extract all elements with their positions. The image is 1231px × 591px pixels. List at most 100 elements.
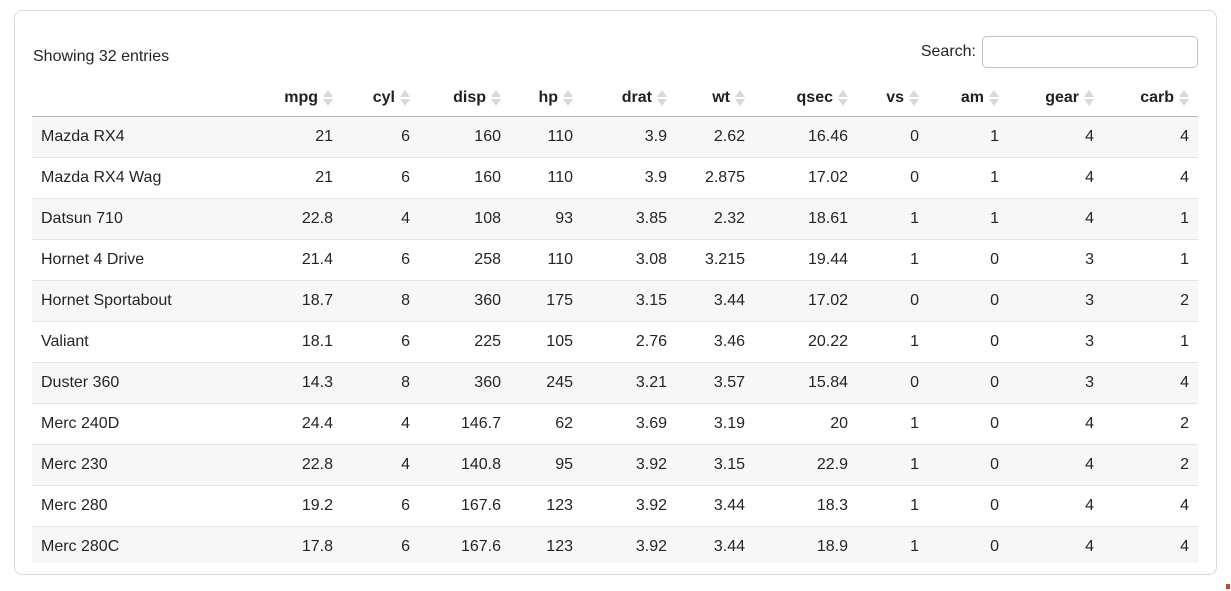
cell-disp: 225 [419,320,510,362]
cell-drat: 3.9 [644,127,667,145]
cell-cyl: 6 [401,127,410,145]
cell-mpg: 21.4 [272,238,342,280]
cell-name: Hornet Sportabout [32,279,272,321]
cell-disp: 140.8 [419,443,510,485]
sort-down-arrow-icon [1179,98,1189,106]
table-body: Mazda RX4 21 6 160 110 3.9 2.62 16.46 0 1 4 4 Mazda … [32,116,1198,563]
sort-up-arrow-icon [400,89,410,97]
cell-drat: 3.92 [582,484,676,526]
cell-wt: 3.19 [676,402,754,444]
cell-gear: 3 [1008,238,1103,280]
column-header-mpg[interactable]: mpg [272,80,342,117]
column-header-carb[interactable]: carb [1103,80,1198,117]
cell-am: 0 [928,238,1008,280]
cell-vs: 1 [857,443,928,485]
cell-hp: 123 [510,484,582,526]
cell-carb: 2 [1103,279,1198,321]
header-row: mpg cyl disp hp [32,80,1198,117]
table-row: Merc 240D 24.4 4 146.7 62 3.69 3.19 20 1 0 4 2 [32,402,1198,444]
cell-cyl: 8 [342,279,419,321]
cell-qsec: 17.02 [754,279,857,321]
cell-drat: 3.92 [582,443,676,485]
cell-name: Merc 280 [32,484,272,526]
column-header-wt[interactable]: wt [676,80,754,117]
column-header-vs[interactable]: vs [857,80,928,117]
sort-down-arrow-icon [491,98,501,106]
cell-drat: 3.69 [582,402,676,444]
cell-drat: 3.85 [582,197,676,239]
search-input[interactable] [982,36,1198,68]
cell-vs: 1 [857,484,928,526]
cell-cyl: 4 [342,443,419,485]
cell-carb: 4 [1103,156,1198,198]
cell-name: Mazda RX4 Wag [32,156,272,198]
cell-qsec: 18.3 [754,484,857,526]
cell-vs: 0 [857,279,928,321]
cell-mpg: 22.8 [272,443,342,485]
cell-vs: 1 [857,320,928,362]
cell-hp: 245 [510,361,582,403]
table-scroll-area[interactable]: mpg cyl disp hp [32,80,1198,563]
cell-am: 0 [928,402,1008,444]
cell-am: 1 [990,127,999,145]
cell-disp: 160 [419,156,510,198]
table-row: Hornet 4 Drive 21.4 6 258 110 3.08 3.215 19.44 1… [32,238,1198,280]
cell-am: 0 [928,361,1008,403]
cell-vs: 0 [910,127,919,145]
cell-qsec: 17.02 [754,156,857,198]
cell-disp: 108 [419,197,510,239]
cell-vs: 0 [857,361,928,403]
cell-cyl: 4 [342,402,419,444]
cell-carb: 1 [1103,197,1198,239]
cell-am: 1 [928,197,1008,239]
cell-carb: 4 [1103,525,1198,563]
cell-mpg: 21 [272,156,342,198]
sort-down-arrow-icon [989,98,999,106]
sort-up-arrow-icon [909,89,919,97]
cell-mpg: 18.7 [272,279,342,321]
column-header-disp[interactable]: disp [419,80,510,117]
column-header-gear[interactable]: gear [1008,80,1103,117]
sort-down-arrow-icon [838,98,848,106]
column-header-am[interactable]: am [928,80,1008,117]
cell-cyl: 6 [342,484,419,526]
column-header-cyl[interactable]: cyl [342,80,419,117]
cell-wt: 3.44 [676,525,754,563]
cell-gear: 4 [1008,197,1103,239]
cell-gear: 4 [1008,484,1103,526]
column-header-qsec[interactable]: qsec [754,80,857,117]
column-header-label: drat [621,88,652,106]
sort-icon [657,89,667,106]
cell-drat: 3.21 [582,361,676,403]
cell-gear: 3 [1008,279,1103,321]
column-header-label: vs [886,88,904,106]
cell-drat: 3.08 [582,238,676,280]
data-table-card: Showing 32 entries Search: mpg [14,10,1217,575]
cell-cyl: 6 [342,525,419,563]
column-header-label: mpg [284,88,318,106]
search-label: Search: [920,43,976,60]
sort-up-arrow-icon [657,89,667,97]
cell-am: 0 [928,484,1008,526]
column-header-drat[interactable]: drat [582,80,676,117]
cell-carb: 2 [1103,402,1198,444]
table-toolbar: Showing 32 entries Search: [15,11,1216,68]
cell-mpg: 19.2 [272,484,342,526]
cell-mpg: 22.8 [272,197,342,239]
cell-name: Merc 230 [32,443,272,485]
sort-icon [909,89,919,106]
sort-icon [735,89,745,106]
cell-cyl: 6 [342,320,419,362]
cell-qsec: 18.9 [754,525,857,563]
cell-hp: 95 [510,443,582,485]
sort-up-arrow-icon [323,89,333,97]
search-control: Search: [921,36,1198,68]
sort-icon [491,89,501,106]
column-header-label: cyl [372,88,395,106]
cell-wt: 2.62 [713,127,745,145]
column-header-hp[interactable]: hp [510,80,582,117]
sort-icon [563,89,573,106]
cell-hp: 105 [510,320,582,362]
sort-up-arrow-icon [1084,89,1094,97]
cell-cyl: 4 [342,197,419,239]
